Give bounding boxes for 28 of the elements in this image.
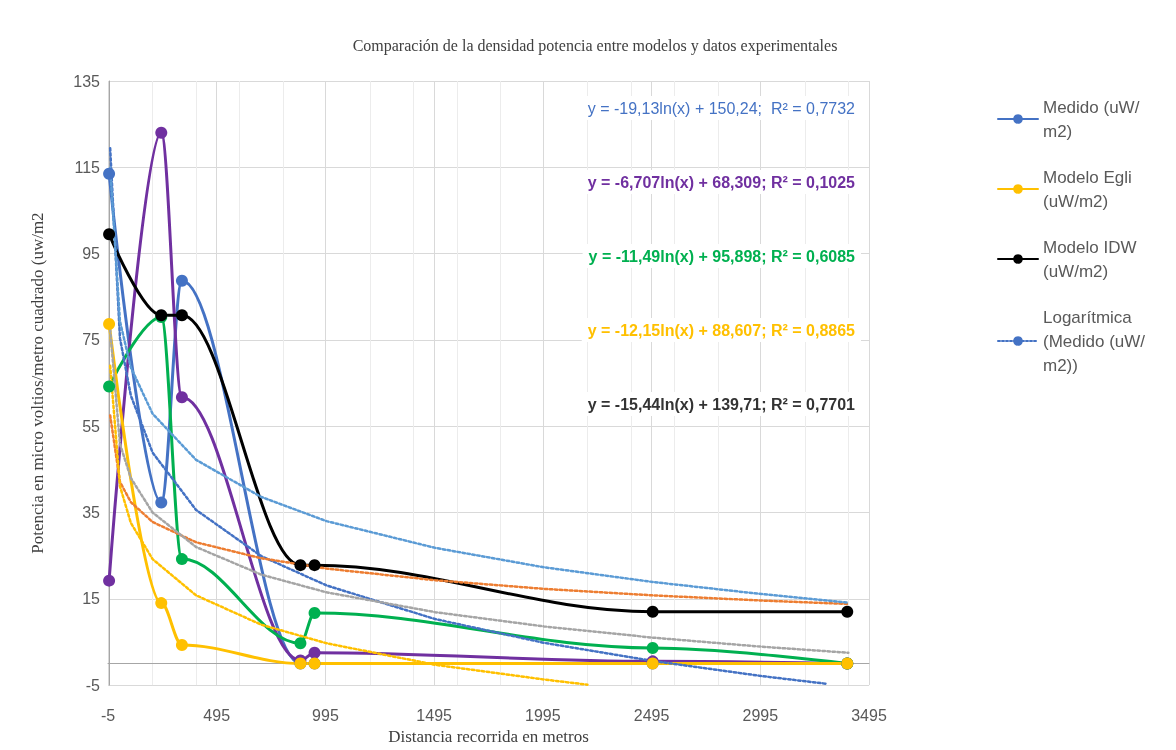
y-tick-label: 35 [82,504,101,521]
annotation: y = -15,44ln(x) + 139,71; R² = 0,7701 [587,395,856,413]
legend-label: Modelo Egli (uW/m2) [1043,167,1137,211]
x-tick-label: 2495 [633,706,670,724]
x-tick-label: 995 [312,706,339,724]
annotation: y = -6,707ln(x) + 68,309; R² = 0,1025 [587,173,856,191]
y-tick-label: 55 [82,417,101,435]
chart-title: Comparación de la densidad potencia entre modelos y datos experimentales [352,36,838,55]
x-tick-label: 1995 [525,706,561,724]
x-tick-label: 1495 [416,706,453,724]
legend-label: Medido (uW/m2) [1043,97,1140,141]
x-tick-label: 2995 [742,706,779,724]
y-tick-label: 15 [82,590,101,608]
y-tick-label: 135 [73,72,101,90]
legend-label: Logarítmica (Medido (uW/m2)) [1043,307,1146,375]
y-tick-label: 95 [82,245,101,263]
y-tick-label: 75 [82,331,101,349]
x-tick-label: 3495 [851,706,887,724]
legend-label: Modelo IDW (uW/m2) [1043,237,1142,281]
y-tick-label: -5 [85,676,101,694]
annotation: y = -19,13ln(x) + 150,24; R² = 0,7732 [587,99,856,117]
y-tick-label: 115 [74,158,101,176]
annotation: y = -12,15ln(x) + 88,607; R² = 0,8865 [587,321,856,339]
annotation: y = -11,49ln(x) + 95,898; R² = 0,6085 [588,247,856,265]
x-tick-label: -5 [100,706,116,724]
y-axis-title: Potencia en micro voltios/metro cuadrado (uw/m2 [28,212,47,554]
x-axis-title: Distancia recorrida en metros [388,727,589,746]
x-tick-label: 495 [203,706,231,724]
